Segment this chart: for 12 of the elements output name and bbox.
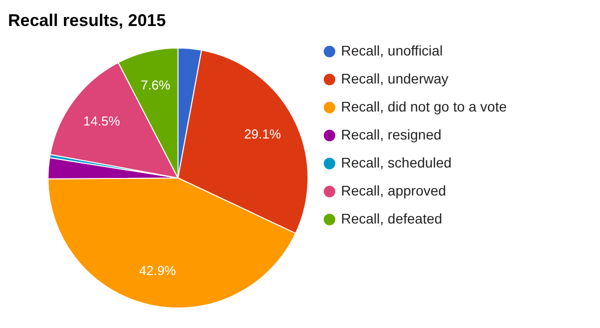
data-label: 42.9%: [139, 262, 176, 278]
legend-label: Recall, defeated: [341, 210, 442, 226]
legend-label: Recall, did not go to a vote: [341, 98, 507, 114]
legend-label: Recall, approved: [341, 182, 446, 198]
legend-label: Recall, underway: [341, 70, 448, 86]
legend-label: Recall, scheduled: [341, 154, 452, 170]
data-label: 14.5%: [83, 113, 121, 128]
data-label: 29.1%: [244, 126, 282, 142]
chart-title: Recall results, 2015: [8, 11, 166, 30]
legend-label: Recall, unofficial: [341, 42, 443, 58]
data-label: 7.6%: [140, 78, 171, 93]
legend-label: Recall, resigned: [341, 126, 442, 142]
